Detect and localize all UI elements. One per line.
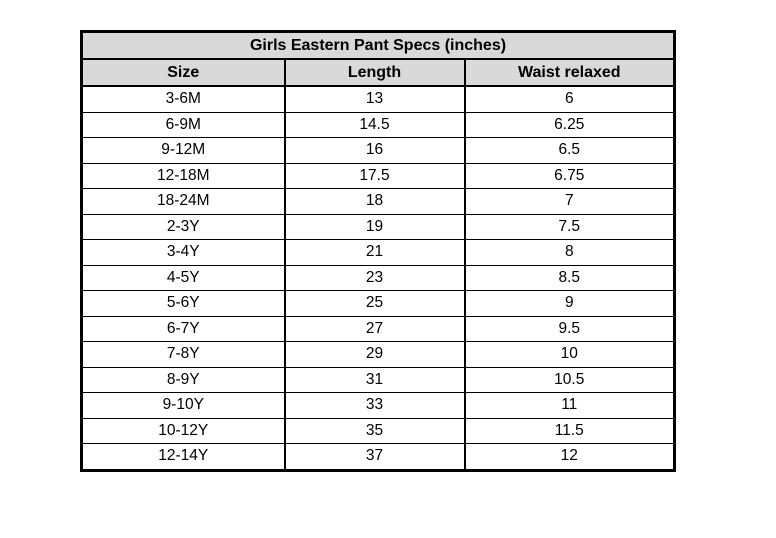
table-row: 5-6Y 25 9 <box>80 290 676 317</box>
waist-relaxed-cell: 6.75 <box>463 162 676 189</box>
table-body: 3-6M 13 6 6-9M 14.5 6.25 9-12M 16 6.5 12-18M 17.5 6… <box>80 85 676 471</box>
length-cell: 18 <box>283 188 466 215</box>
table-row: 4-5Y 23 8.5 <box>80 264 676 291</box>
size-cell: 10-12Y <box>80 417 286 444</box>
waist-relaxed-cell: 11 <box>463 392 676 419</box>
table-row: 2-3Y 19 7.5 <box>80 213 676 240</box>
length-cell: 25 <box>283 290 466 317</box>
table-row: 7-8Y 29 10 <box>80 341 676 368</box>
size-cell: 7-8Y <box>80 341 286 368</box>
table-row: 12-14Y 37 12 <box>80 443 676 471</box>
column-header-length: Length <box>283 59 466 87</box>
length-cell: 16 <box>283 137 466 164</box>
length-cell: 17.5 <box>283 162 466 189</box>
table-row: 6-9M 14.5 6.25 <box>80 111 676 138</box>
waist-relaxed-cell: 7.5 <box>463 213 676 240</box>
size-cell: 12-14Y <box>80 443 286 471</box>
size-cell: 4-5Y <box>80 264 286 291</box>
size-cell: 6-7Y <box>80 315 286 342</box>
length-cell: 37 <box>283 443 466 471</box>
table-row: 12-18M 17.5 6.75 <box>80 162 676 189</box>
length-cell: 23 <box>283 264 466 291</box>
waist-relaxed-cell: 6.25 <box>463 111 676 138</box>
table-title: Girls Eastern Pant Specs (inches) <box>81 31 675 60</box>
length-cell: 21 <box>283 239 466 266</box>
length-cell: 33 <box>283 392 466 419</box>
waist-relaxed-cell: 10.5 <box>463 366 676 393</box>
size-cell: 3-4Y <box>80 239 286 266</box>
size-cell: 5-6Y <box>80 290 286 317</box>
column-header-waist-relaxed: Waist relaxed <box>463 59 676 87</box>
length-cell: 35 <box>283 417 466 444</box>
size-cell: 3-6M <box>80 85 286 113</box>
waist-relaxed-cell: 8.5 <box>463 264 676 291</box>
table-row: 18-24M 18 7 <box>80 188 676 215</box>
table-row: 9-12M 16 6.5 <box>80 137 676 164</box>
size-cell: 2-3Y <box>80 213 286 240</box>
length-cell: 19 <box>283 213 466 240</box>
table-row: 8-9Y 31 10.5 <box>80 366 676 393</box>
waist-relaxed-cell: 10 <box>463 341 676 368</box>
length-cell: 13 <box>283 85 466 113</box>
waist-relaxed-cell: 8 <box>463 239 676 266</box>
table-row: 6-7Y 27 9.5 <box>80 315 676 342</box>
table-row: 3-4Y 21 8 <box>80 239 676 266</box>
waist-relaxed-cell: 11.5 <box>463 417 676 444</box>
table-row: 3-6M 13 6 <box>80 85 676 113</box>
table-row: 10-12Y 35 11.5 <box>80 417 676 444</box>
waist-relaxed-cell: 6.5 <box>463 137 676 164</box>
size-cell: 9-10Y <box>80 392 286 419</box>
table-header-row: Size Length Waist relaxed <box>80 59 676 87</box>
size-cell: 8-9Y <box>80 366 286 393</box>
size-cell: 18-24M <box>80 188 286 215</box>
length-cell: 27 <box>283 315 466 342</box>
length-cell: 29 <box>283 341 466 368</box>
waist-relaxed-cell: 9.5 <box>463 315 676 342</box>
table-row: 9-10Y 33 11 <box>80 392 676 419</box>
size-cell: 9-12M <box>80 137 286 164</box>
waist-relaxed-cell: 7 <box>463 188 676 215</box>
size-cell: 12-18M <box>80 162 286 189</box>
length-cell: 31 <box>283 366 466 393</box>
waist-relaxed-cell: 6 <box>463 85 676 113</box>
table-title-row: Girls Eastern Pant Specs (inches) <box>81 31 675 60</box>
pant-specs-table: Girls Eastern Pant Specs (inches) Size L… <box>80 30 677 472</box>
column-header-size: Size <box>80 59 286 87</box>
waist-relaxed-cell: 9 <box>463 290 676 317</box>
size-cell: 6-9M <box>80 111 286 138</box>
length-cell: 14.5 <box>283 111 466 138</box>
waist-relaxed-cell: 12 <box>463 443 676 471</box>
